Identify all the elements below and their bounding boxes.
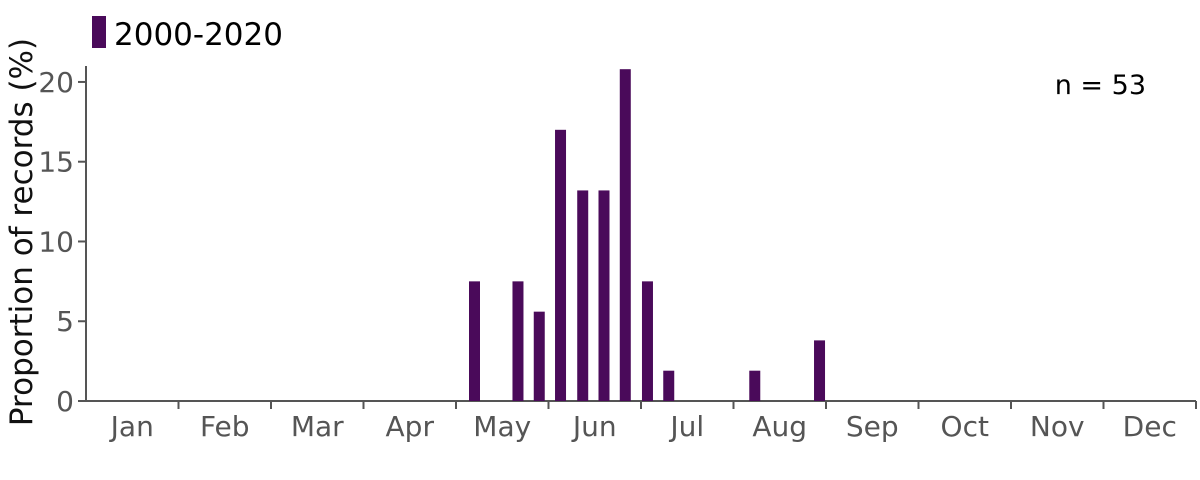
legend-label: 2000-2020 — [114, 17, 283, 53]
y-ticks: 0 5 10 15 20 — [38, 66, 86, 418]
bar — [663, 370, 675, 401]
legend-swatch — [92, 16, 106, 48]
y-tick-label: 15 — [38, 146, 74, 179]
x-tick-label-oct: Oct — [941, 410, 989, 443]
bar — [577, 190, 589, 401]
y-tick-label: 5 — [56, 305, 74, 338]
x-tick-label-may: May — [473, 410, 531, 443]
bar — [533, 311, 545, 401]
bar — [598, 190, 610, 401]
y-axis-title: Proportion of records (%) — [4, 38, 40, 426]
x-tick-label-mar: Mar — [291, 410, 344, 443]
x-tick-label-feb: Feb — [200, 410, 250, 443]
x-tick-label-dec: Dec — [1123, 410, 1177, 443]
bar — [469, 281, 480, 401]
x-ticks: Jan Feb Mar Apr May Jun Jul Aug Sep Oct Nov Dec — [109, 401, 1197, 443]
bar — [555, 129, 567, 402]
bar — [641, 281, 653, 401]
sample-size-annotation: n = 53 — [1055, 70, 1146, 101]
x-tick-label-jun: Jun — [571, 410, 617, 443]
bars — [469, 69, 826, 402]
x-tick-label-jan: Jan — [109, 410, 154, 443]
y-tick-label: 20 — [38, 66, 74, 99]
x-tick-label-jul: Jul — [668, 410, 704, 443]
x-tick-label-sep: Sep — [846, 410, 899, 443]
bar — [512, 281, 524, 401]
x-tick-label-aug: Aug — [752, 410, 807, 443]
legend: 2000-2020 — [92, 16, 283, 53]
y-tick-label: 10 — [38, 225, 74, 258]
y-tick-label: 0 — [56, 385, 74, 418]
bar — [749, 370, 761, 401]
x-tick-label-apr: Apr — [386, 410, 435, 443]
x-tick-label-nov: Nov — [1030, 410, 1085, 443]
bar — [619, 69, 631, 401]
bar — [814, 340, 826, 401]
